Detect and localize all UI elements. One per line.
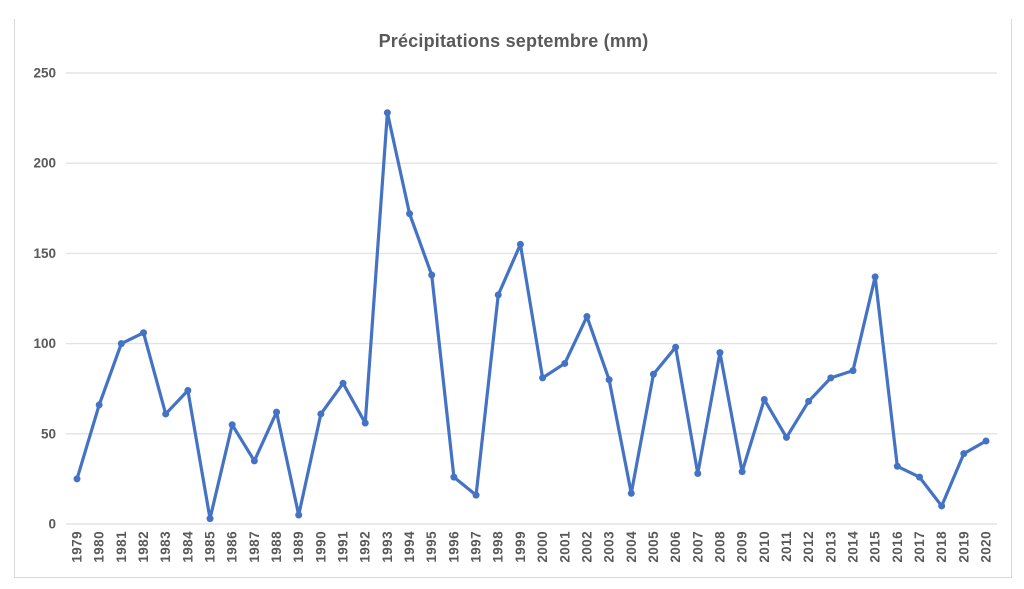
x-axis-tick-label: 1985 <box>203 531 218 563</box>
data-point-2006 <box>672 343 680 351</box>
chart-title: Précipitations septembre (mm) <box>378 31 649 51</box>
x-axis-tick-label: 1980 <box>92 531 107 563</box>
x-axis-tick-label: 2006 <box>668 531 683 563</box>
x-axis-tick-label: 2001 <box>557 531 572 563</box>
x-axis-tick-label: 1981 <box>114 531 129 563</box>
x-axis-tick-label: 2020 <box>979 531 994 563</box>
x-axis-tick-label: 2009 <box>735 531 750 563</box>
x-axis-tick-label: 2014 <box>845 531 860 563</box>
x-axis-tick-label: 1997 <box>469 531 484 563</box>
data-point-2000 <box>539 374 547 382</box>
x-axis-tick-label: 2003 <box>602 531 617 563</box>
data-point-1994 <box>406 210 414 218</box>
x-axis-tick-label: 2017 <box>912 531 927 563</box>
data-point-1982 <box>140 329 148 337</box>
x-axis-tick-label: 1991 <box>336 531 351 563</box>
x-axis-tick-label: 2016 <box>890 531 905 563</box>
x-axis-tick-label: 1993 <box>380 531 395 563</box>
data-point-2010 <box>760 396 768 404</box>
x-axis-tick-label: 1982 <box>136 531 151 563</box>
y-axis-tick-label: 250 <box>33 66 56 81</box>
data-point-1979 <box>73 475 81 483</box>
x-axis-tick-label: 1995 <box>424 531 439 563</box>
data-point-1980 <box>95 401 103 409</box>
x-axis-tick-label: 1988 <box>269 531 284 563</box>
data-point-2015 <box>871 273 879 281</box>
x-axis-tick-label: 1999 <box>513 531 528 563</box>
data-point-2016 <box>893 462 901 470</box>
x-axis-tick-label: 1994 <box>402 531 417 563</box>
x-axis-tick-label: 1987 <box>247 531 262 563</box>
data-point-2002 <box>583 313 591 321</box>
data-point-2012 <box>805 397 813 405</box>
data-point-2017 <box>915 473 923 481</box>
y-axis-tick-label: 0 <box>48 517 56 532</box>
data-point-1991 <box>339 379 347 387</box>
data-point-1995 <box>428 271 436 279</box>
data-line <box>75 111 988 521</box>
y-axis-tick-label: 200 <box>33 156 56 171</box>
data-point-1988 <box>273 408 281 416</box>
x-axis-tick-label: 1996 <box>446 531 461 563</box>
x-axis-tick-label: 2007 <box>690 531 705 563</box>
data-point-1983 <box>162 410 170 418</box>
data-point-2003 <box>605 376 613 384</box>
data-point-1999 <box>516 240 524 248</box>
y-axis-tick-label: 150 <box>33 246 56 261</box>
x-axis-tick-label: 2008 <box>712 531 727 563</box>
x-axis-tick-label: 2015 <box>868 531 883 563</box>
chart-border-frame <box>14 19 1012 578</box>
x-axis-tick-label: 2018 <box>934 531 949 563</box>
data-point-1996 <box>450 473 458 481</box>
data-point-2004 <box>627 489 635 497</box>
data-point-1989 <box>295 511 303 519</box>
data-point-1986 <box>228 421 236 429</box>
data-point-1992 <box>361 419 369 427</box>
x-axis-tick-label: 2000 <box>535 531 550 563</box>
x-axis-tick-label: 1986 <box>225 531 240 563</box>
x-axis-tick-label: 2005 <box>646 531 661 563</box>
x-axis-tick-label: 2004 <box>624 531 639 563</box>
x-axis-tick-label: 2012 <box>801 531 816 563</box>
x-axis-tick-label: 1984 <box>180 531 195 563</box>
data-point-1997 <box>472 491 480 499</box>
data-point-2005 <box>649 370 657 378</box>
data-point-2001 <box>561 359 569 367</box>
x-axis-tick-label: 2019 <box>956 531 971 563</box>
x-axis-tick-label: 2011 <box>779 531 794 562</box>
data-point-1985 <box>206 515 214 523</box>
data-point-1981 <box>117 340 125 348</box>
x-axis-tick-label: 1979 <box>70 531 85 563</box>
data-point-2018 <box>938 502 946 510</box>
data-point-2007 <box>694 469 702 477</box>
data-point-2008 <box>716 349 724 357</box>
data-point-1990 <box>317 410 325 418</box>
data-point-1998 <box>494 291 502 299</box>
x-axis-tick-label: 1998 <box>491 531 506 563</box>
y-axis-tick-label: 100 <box>33 336 56 351</box>
data-point-2009 <box>738 468 746 476</box>
data-point-1987 <box>250 457 258 465</box>
x-axis-tick-label: 1989 <box>291 531 306 563</box>
data-point-2019 <box>960 450 968 458</box>
x-axis-tick-label: 1992 <box>358 531 373 563</box>
data-point-2013 <box>827 374 835 382</box>
data-point-2014 <box>849 367 857 375</box>
x-axis-tick-label: 1990 <box>313 531 328 563</box>
data-point-2020 <box>982 437 990 445</box>
x-axis-tick-label: 2013 <box>823 531 838 563</box>
data-point-1984 <box>184 387 192 395</box>
y-axis-tick-label: 50 <box>41 426 56 441</box>
x-axis-tick-label: 1983 <box>158 531 173 563</box>
x-axis-tick-label: 2010 <box>757 531 772 563</box>
data-point-1993 <box>383 109 391 117</box>
data-point-2011 <box>782 433 790 441</box>
x-axis-tick-label: 2002 <box>579 531 594 563</box>
